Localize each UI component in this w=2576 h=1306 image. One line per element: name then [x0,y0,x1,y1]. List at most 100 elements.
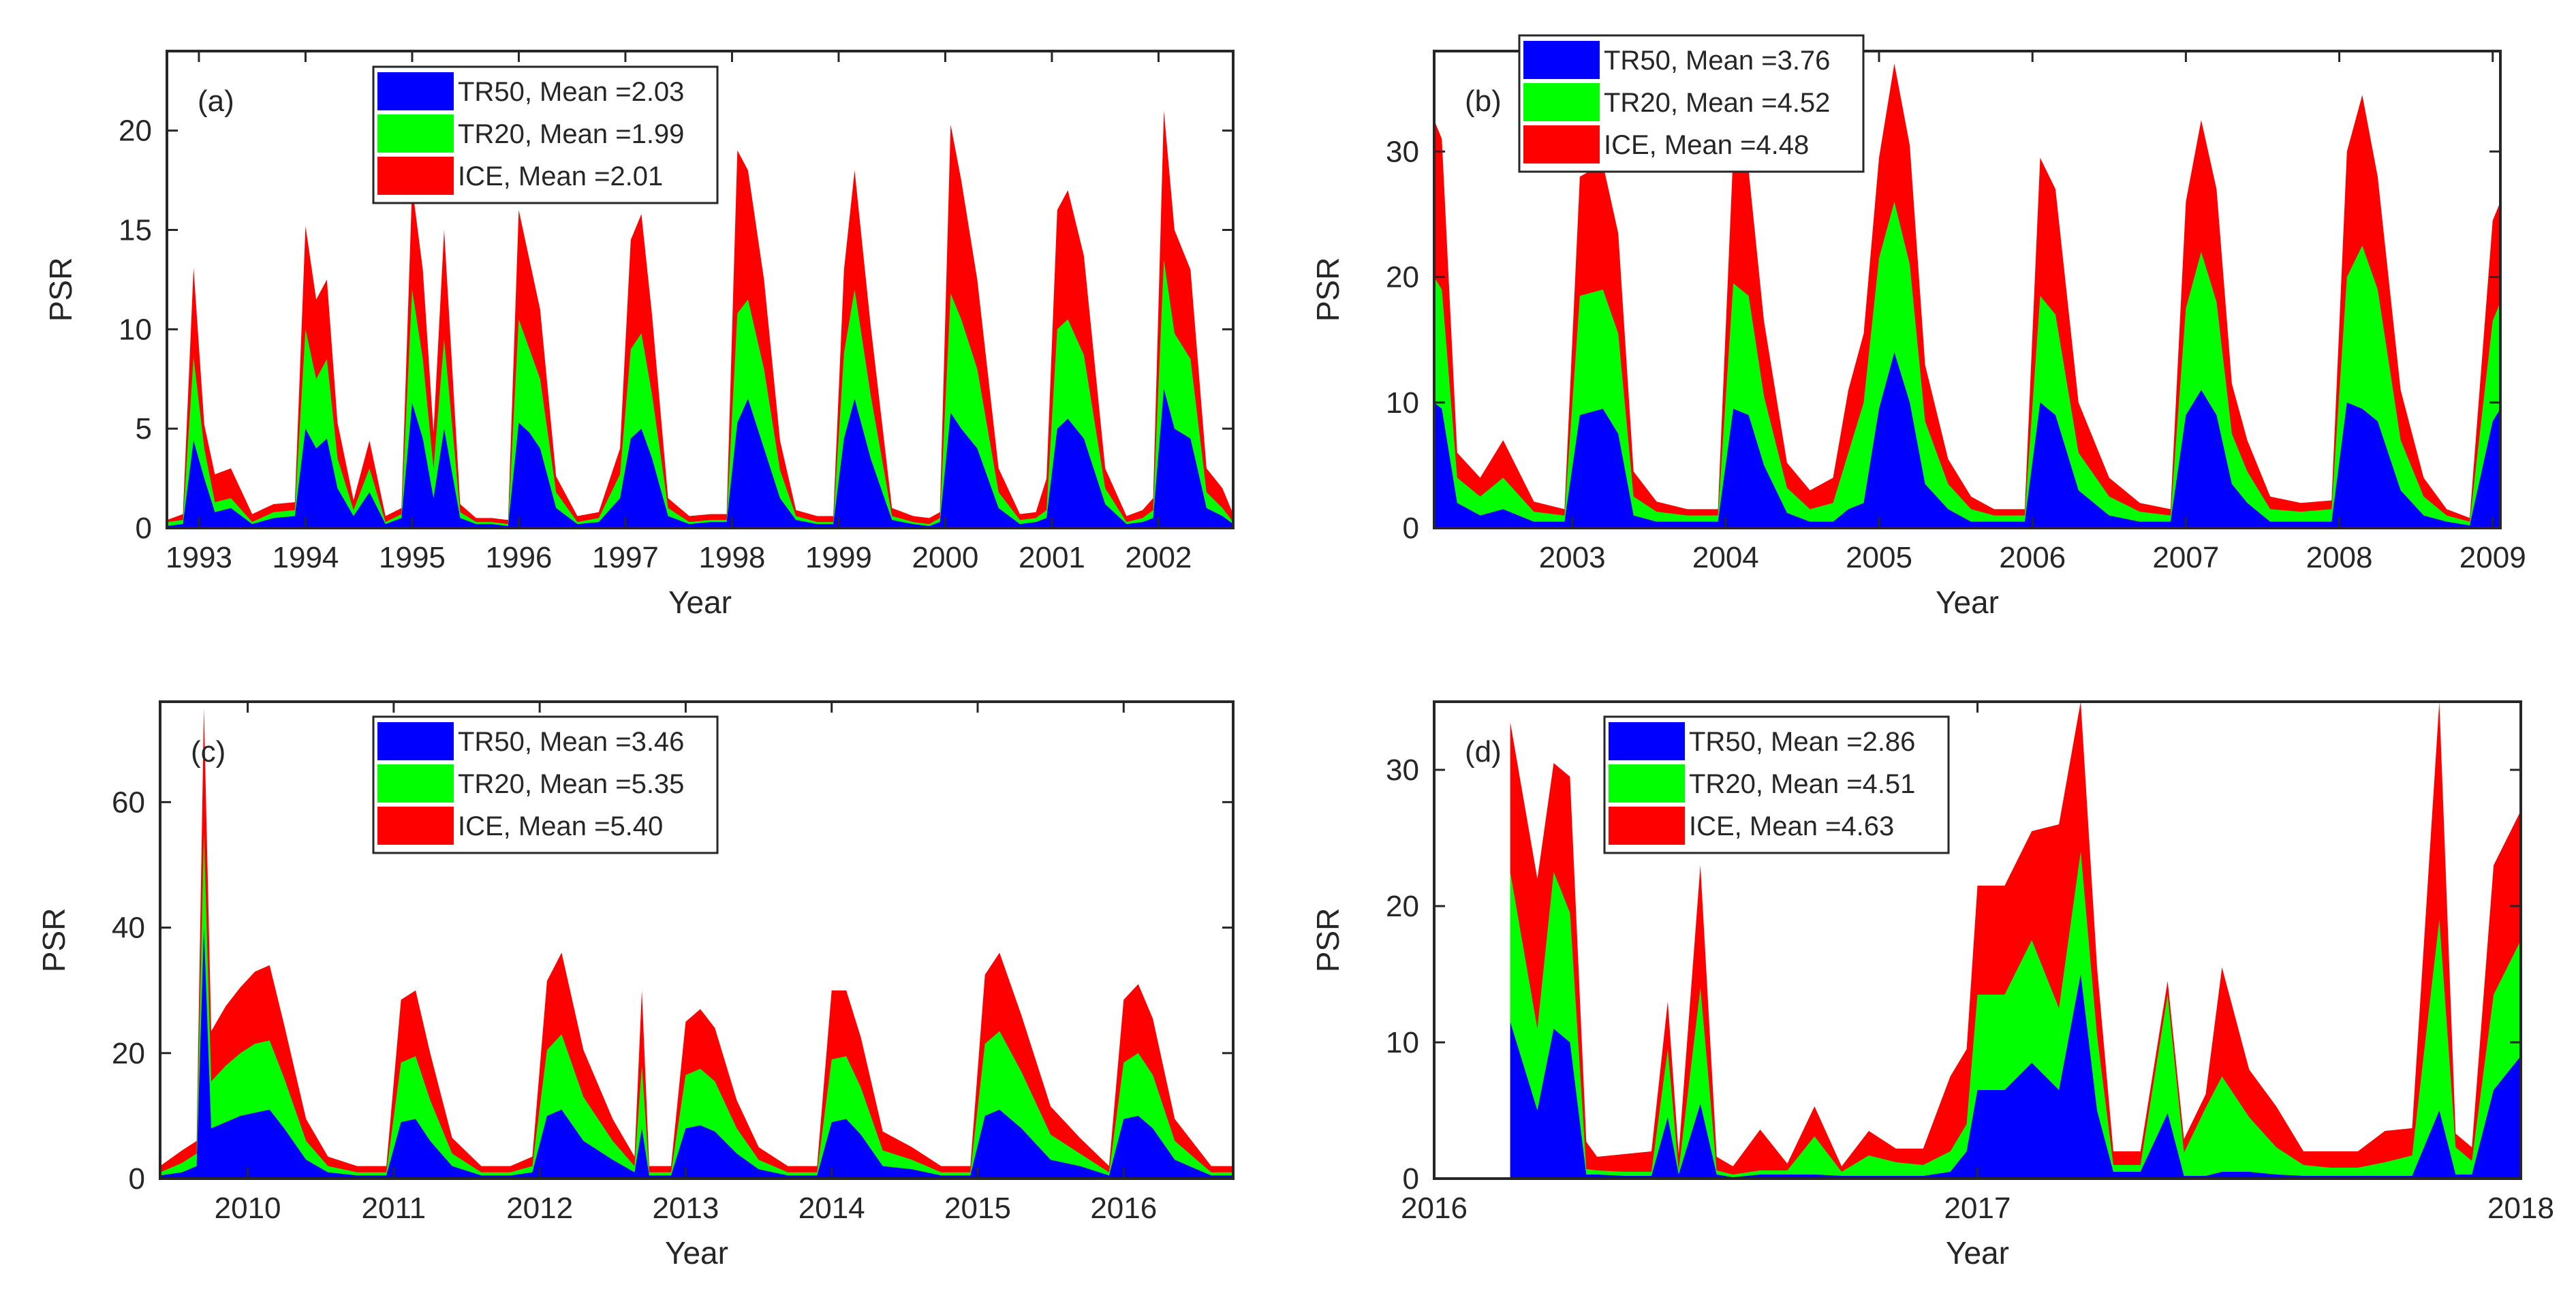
legend-label: TR50, Mean =2.86 [1689,727,1915,757]
axes-box [159,700,1235,1180]
legend-label: ICE, Mean =2.01 [458,161,663,191]
x-tick-label: 1996 [486,541,553,574]
panel-label: (d) [1465,735,1502,768]
legend-swatch-tr20 [377,764,454,803]
chart-panel: 2016 2017 2018 0 10 20 30 Year PSR (d) TR50, Mean … [1310,700,2554,1271]
legend-label: ICE, Mean =5.40 [458,811,663,841]
area-ice [1510,702,2521,1179]
legend-swatch-tr50 [1609,722,1685,760]
legend-swatch-ice [377,157,454,195]
y-tick-label: 10 [1386,386,1419,420]
x-tick-label: 2003 [1539,541,1606,574]
x-tick-label: 2008 [2306,541,2373,574]
legend-swatch-ice [377,807,454,845]
axes-box [1433,50,2502,529]
y-tick-label: 10 [119,313,152,346]
x-tick-label: 2016 [1401,1192,1468,1225]
x-tick-label: 2015 [944,1192,1011,1225]
y-tick-label: 0 [1403,512,1419,545]
area-layers [160,708,1233,1179]
area-tr20 [1510,852,2521,1179]
panel-label: (a) [198,84,234,118]
legend-swatch-tr20 [377,114,454,153]
legend-label: TR20, Mean =5.35 [458,769,684,799]
legend-label: TR50, Mean =3.76 [1604,46,1830,76]
y-axis-title: PSR [1310,258,1346,322]
area-tr20 [1434,202,2500,528]
y-tick-label: 30 [1386,753,1419,787]
chart-panel: 2010 2011 2012 2013 2014 2015 2016 0 20 40 60 Year P… [36,700,1235,1271]
area-tr50 [160,927,1233,1179]
panel-label: (c) [191,735,226,768]
y-tick-label: 5 [136,412,152,446]
area-tr50 [167,388,1233,528]
y-tick-label: 40 [112,912,145,945]
y-axis-title: PSR [43,258,78,322]
legend-label: ICE, Mean =4.63 [1689,811,1894,841]
x-axis-title: Year [1946,1235,2009,1271]
legend-swatch-ice [1609,807,1685,845]
legend-swatch-tr20 [1523,83,1600,121]
y-tick-label: 20 [1386,261,1419,294]
x-tick-label: 1997 [592,541,659,574]
area-layers [1510,702,2521,1179]
x-tick-label: 2016 [1090,1192,1157,1225]
x-tick-label: 2013 [652,1192,719,1225]
x-tick-label: 2000 [912,541,979,574]
y-tick-label: 20 [112,1037,145,1070]
x-tick-label: 1999 [805,541,872,574]
legend-swatch-tr20 [1609,764,1685,803]
legend-label: TR50, Mean =2.03 [458,77,684,107]
chart-panel: 1993 1994 1995 1996 1997 1998 1999 2000 2001 2002… [43,50,1235,620]
y-tick-label: 20 [119,114,152,148]
legend-label: TR20, Mean =4.51 [1689,769,1915,799]
legend-swatch-ice [1523,125,1600,164]
legend-swatch-tr50 [377,722,454,760]
legend: TR50, Mean =3.46 TR20, Mean =5.35 ICE, Mea… [372,715,719,854]
y-tick-label: 0 [1403,1162,1419,1196]
chart-panel: 2003 2004 2005 2006 2007 2008 2009 0 10 20 30 Year P… [1310,34,2526,620]
x-tick-label: 2006 [1999,541,2066,574]
legend: TR50, Mean =2.86 TR20, Mean =4.51 ICE, Mea… [1603,715,1950,854]
x-axis-title: Year [668,585,732,620]
x-tick-label: 2017 [1944,1192,2011,1225]
area-ice [160,708,1233,1179]
x-tick-label: 2005 [1846,541,1912,574]
y-axis-title: PSR [1310,908,1346,973]
area-layers [167,110,1233,528]
legend: TR50, Mean =2.03 TR20, Mean =1.99 ICE, Mea… [372,65,719,204]
x-tick-label: 2010 [215,1192,281,1225]
legend-swatch-tr50 [377,72,454,110]
y-tick-label: 60 [112,786,145,819]
x-tick-label: 2018 [2487,1192,2554,1225]
x-tick-label: 2007 [2152,541,2219,574]
y-axis-title: PSR [36,908,72,973]
legend-label: ICE, Mean =4.48 [1604,130,1809,160]
area-ice [1434,63,2500,528]
legend-label: TR50, Mean =3.46 [458,727,684,757]
area-layers [1434,63,2500,528]
x-tick-label: 2002 [1126,541,1192,574]
x-tick-label: 2011 [362,1192,426,1225]
x-tick-label: 2014 [798,1192,865,1225]
x-axis-title: Year [665,1235,728,1271]
y-tick-label: 0 [129,1162,145,1196]
y-tick-label: 10 [1386,1026,1419,1059]
axes-box [166,50,1235,529]
legend-swatch-tr50 [1523,41,1600,79]
y-tick-label: 0 [136,512,152,545]
legend-label: TR20, Mean =1.99 [458,119,684,149]
area-tr50 [1510,974,2521,1179]
x-tick-label: 1998 [699,541,766,574]
x-tick-label: 2012 [506,1192,573,1225]
y-tick-label: 30 [1386,135,1419,168]
legend-label: TR20, Mean =4.52 [1604,88,1830,118]
x-tick-label: 2004 [1692,541,1759,574]
y-tick-label: 20 [1386,890,1419,923]
area-tr50 [1434,352,2500,528]
x-tick-label: 2001 [1019,541,1085,574]
x-tick-label: 2009 [2459,541,2526,574]
x-tick-label: 1994 [273,541,339,574]
panel-label: (b) [1465,84,1502,118]
